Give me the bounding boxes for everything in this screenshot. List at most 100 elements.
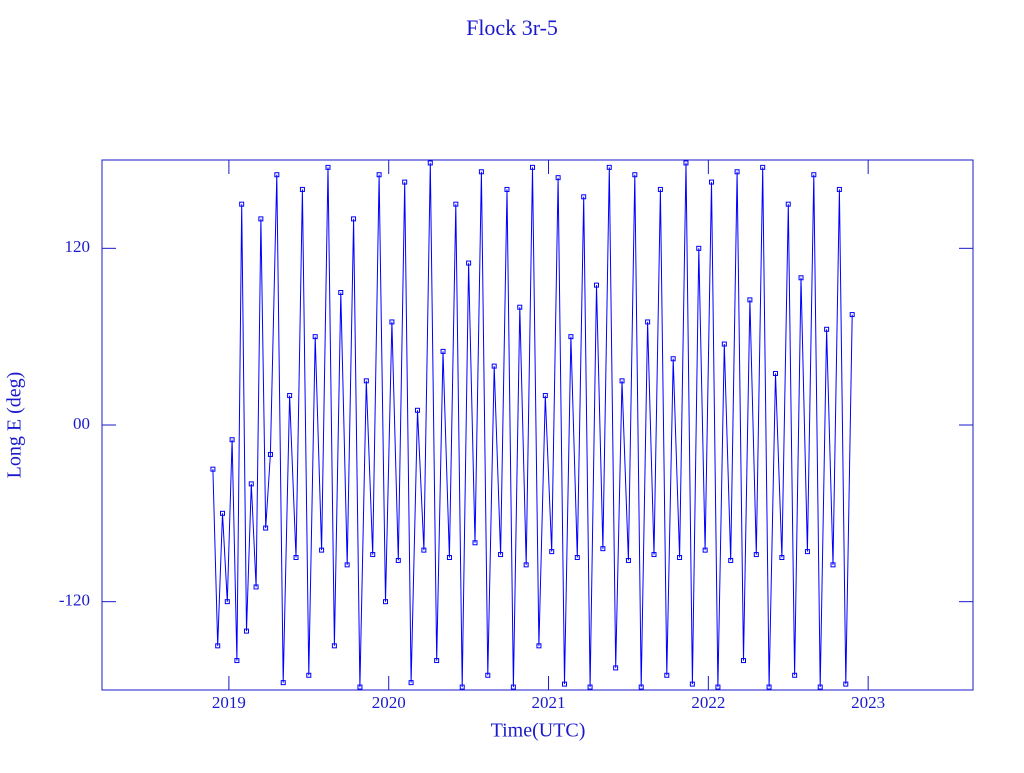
point-marker — [670, 356, 676, 362]
x-tick-label: 2020 — [372, 693, 406, 712]
point-marker — [766, 684, 772, 690]
point-marker — [440, 348, 446, 354]
point-marker — [747, 297, 753, 303]
point-marker — [683, 160, 689, 166]
y-axis-label: Long E (deg) — [4, 372, 26, 479]
point-marker — [562, 681, 568, 687]
point-marker — [224, 599, 230, 605]
point-marker — [734, 169, 740, 175]
point-marker — [215, 643, 221, 649]
point-marker — [849, 312, 855, 318]
point-marker — [530, 164, 536, 170]
point-marker — [383, 599, 389, 605]
x-tick-label: 2019 — [212, 693, 246, 712]
point-marker — [325, 164, 331, 170]
point-marker — [536, 643, 542, 649]
point-marker — [280, 680, 286, 686]
point-marker — [715, 684, 721, 690]
x-axis-label: Time(UTC) — [491, 720, 586, 742]
point-marker — [408, 680, 414, 686]
point-marker — [568, 334, 574, 340]
point-marker — [587, 684, 593, 690]
point-marker — [446, 555, 452, 560]
point-marker — [453, 201, 459, 207]
point-marker — [651, 552, 657, 558]
point-marker — [376, 172, 382, 178]
point-marker — [459, 684, 465, 690]
point-marker — [258, 216, 264, 222]
point-marker — [421, 547, 427, 553]
point-marker — [523, 562, 529, 568]
point-marker — [312, 334, 318, 340]
point-marker — [613, 665, 619, 671]
point-marker — [517, 304, 523, 310]
point-marker — [836, 186, 842, 192]
point-marker — [395, 557, 401, 563]
series-line — [212, 162, 853, 688]
point-marker — [645, 319, 651, 325]
point-marker — [389, 319, 395, 325]
point-marker — [243, 628, 249, 634]
point-marker — [542, 393, 548, 399]
point-marker — [234, 658, 240, 664]
point-marker — [843, 681, 849, 687]
point-marker — [664, 672, 670, 678]
point-marker — [830, 562, 836, 568]
point-marker — [804, 549, 810, 555]
point-marker — [510, 684, 516, 690]
point-marker — [549, 549, 555, 555]
point-marker — [657, 186, 663, 192]
point-marker — [574, 555, 580, 560]
y-tick-label: 120 — [65, 237, 91, 256]
y-tick-label: -120 — [59, 591, 90, 610]
point-marker — [299, 186, 305, 192]
point-marker — [638, 684, 644, 690]
point-marker — [792, 672, 798, 678]
point-marker — [677, 555, 683, 560]
point-marker — [363, 378, 369, 384]
point-marker — [402, 179, 408, 185]
point-marker — [619, 378, 625, 384]
x-tick-label: 2022 — [691, 693, 725, 712]
x-tick-label: 2023 — [851, 693, 885, 712]
point-marker — [689, 681, 695, 687]
x-tick-label: 2021 — [532, 693, 566, 712]
point-marker — [606, 164, 612, 170]
point-marker — [434, 658, 440, 664]
point-marker — [478, 169, 484, 175]
y-tick-label: 00 — [73, 414, 90, 433]
point-marker — [220, 510, 226, 516]
point-marker — [817, 684, 823, 690]
point-marker — [709, 179, 715, 185]
point-marker — [351, 216, 357, 222]
point-marker — [229, 437, 235, 443]
point-marker — [625, 557, 631, 563]
point-marker — [466, 260, 472, 266]
point-marker — [728, 557, 734, 563]
point-marker — [472, 540, 478, 546]
point-marker — [702, 547, 708, 553]
point-marker — [306, 672, 312, 678]
chart-title: Flock 3r-5 — [466, 15, 558, 40]
point-marker — [779, 555, 785, 560]
point-marker — [293, 555, 299, 560]
point-marker — [593, 282, 599, 288]
point-marker — [427, 160, 433, 166]
point-marker — [696, 245, 702, 251]
point-marker — [239, 201, 245, 207]
point-marker — [555, 175, 561, 181]
point-marker — [581, 194, 587, 200]
point-marker — [491, 363, 497, 369]
point-marker — [721, 341, 727, 347]
point-marker — [274, 172, 280, 178]
point-marker — [798, 275, 804, 281]
point-marker — [504, 186, 510, 192]
point-marker — [338, 290, 344, 295]
point-marker — [485, 672, 491, 678]
point-marker — [287, 393, 293, 399]
point-marker — [263, 525, 269, 531]
point-marker — [253, 584, 259, 590]
point-marker — [600, 546, 606, 552]
point-marker — [632, 172, 638, 178]
